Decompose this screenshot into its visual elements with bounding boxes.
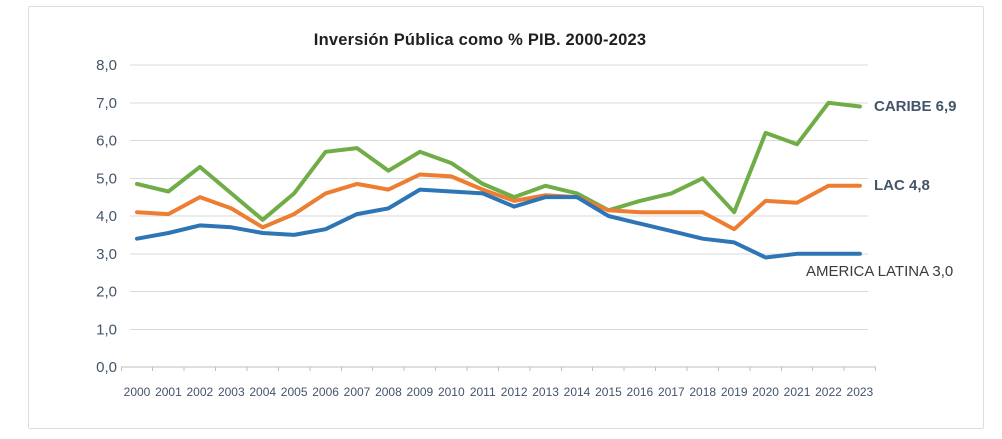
x-axis-tick-label: 2016	[627, 385, 654, 399]
series-line-america-latina	[135, 187, 862, 260]
x-axis-tick-label: 2013	[532, 385, 559, 399]
y-axis-tick-label: 5,0	[96, 170, 117, 187]
y-axis-tick-label: 1,0	[96, 321, 117, 338]
x-axis-tick-label: 2007	[344, 385, 371, 399]
chart-card	[28, 6, 984, 429]
x-axis-tick-label: 2021	[784, 385, 811, 399]
x-axis-tick-label: 2006	[312, 385, 339, 399]
x-axis-tick-label: 2001	[155, 385, 182, 399]
x-axis-tick-label: 2011	[470, 385, 496, 399]
y-axis-tick-label: 8,0	[96, 57, 117, 74]
x-axis-tick-label: 2019	[721, 385, 748, 399]
x-axis-tick-label: 2023	[847, 385, 874, 399]
x-axis-tick-label: 2022	[815, 385, 842, 399]
series-label-america-latina: AMERICA LATINA 3,0	[806, 262, 954, 280]
x-axis-tick-label: 2005	[281, 385, 308, 399]
y-axis-tick-label: 2,0	[96, 284, 117, 301]
y-axis-tick-label: 6,0	[96, 133, 117, 150]
x-axis-tick-label: 2002	[187, 385, 214, 399]
x-axis-tick-label: 2018	[689, 385, 716, 399]
x-axis-tick-label: 2008	[375, 385, 402, 399]
x-axis-tick-label: 2017	[658, 385, 685, 399]
series-line-lac	[135, 172, 862, 232]
x-axis-tick-label: 2015	[595, 385, 622, 399]
x-axis-tick-label: 2012	[501, 385, 528, 399]
x-axis-tick-label: 2014	[564, 385, 591, 399]
y-axis-tick-label: 0,0	[96, 359, 117, 376]
series-line-caribe	[135, 100, 862, 222]
x-axis-tick-label: 2004	[249, 385, 276, 399]
y-axis-tick-label: 4,0	[96, 208, 117, 225]
x-axis-tick-label: 2000	[124, 385, 151, 399]
x-axis-tick-label: 2020	[752, 385, 779, 399]
x-axis-tick-label: 2009	[407, 385, 434, 399]
x-axis-tick-label: 2003	[218, 385, 245, 399]
series-label-lac: LAC 4,8	[874, 176, 930, 194]
series-label-caribe: CARIBE 6,9	[874, 97, 957, 115]
y-axis-tick-label: 3,0	[96, 246, 117, 263]
y-axis-tick-label: 7,0	[96, 95, 117, 112]
x-axis-tick-label: 2010	[438, 385, 465, 399]
chart-title: Inversión Pública como % PIB. 2000-2023	[313, 31, 647, 49]
